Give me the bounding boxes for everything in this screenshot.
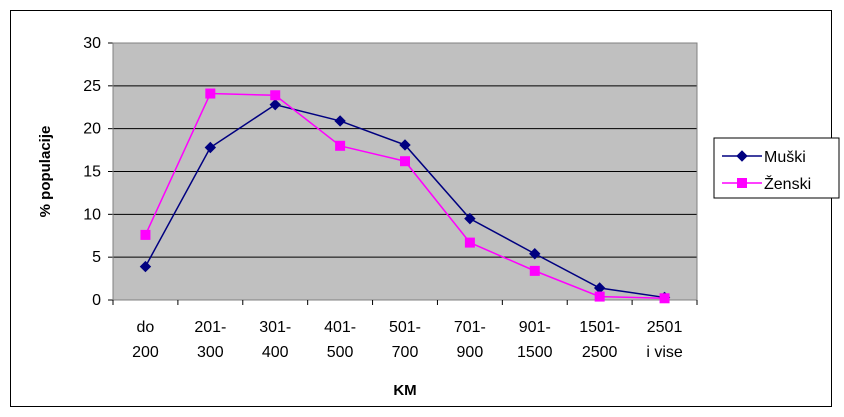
data-point-marker — [399, 139, 411, 151]
y-tick-label: 30 — [83, 35, 101, 52]
legend-label: Ženski — [764, 174, 811, 193]
legend-label: Muški — [764, 149, 806, 166]
x-tick-label: 500 — [327, 344, 354, 361]
x-tick-label: 201- — [194, 319, 226, 336]
x-tick-label: 1500 — [517, 344, 553, 361]
x-tick-label: do — [137, 319, 155, 336]
x-tick-label: 400 — [262, 344, 289, 361]
x-tick-label: 501- — [389, 319, 421, 336]
y-tick-labels: 0 5 10 15 20 25 30 — [83, 35, 101, 309]
series — [139, 88, 671, 304]
x-tick-label: i vise — [646, 344, 683, 361]
data-point-marker — [529, 265, 540, 276]
data-point-marker — [464, 237, 475, 248]
data-point-marker — [139, 260, 152, 273]
data-point-marker — [594, 291, 605, 302]
axes — [108, 42, 698, 305]
y-axis-title: % populacije — [37, 126, 54, 218]
x-axis-title: KM — [393, 382, 416, 399]
x-tick-label: 1501- — [579, 319, 620, 336]
plot-border — [112, 42, 698, 301]
series-zenski — [140, 88, 670, 304]
x-tick-labels: do 200 201- 300 301- 400 401- 500 501- 700 701- 900… — [132, 319, 683, 361]
x-tick-label: 300 — [197, 344, 224, 361]
data-point-marker — [464, 212, 476, 225]
x-tick-label: 401- — [324, 319, 356, 336]
x-tick-label: 900 — [457, 344, 484, 361]
data-point-marker — [334, 115, 346, 127]
data-point-marker — [529, 248, 541, 260]
legend-item: Muški — [722, 149, 806, 166]
x-tick-label: 901- — [519, 319, 551, 336]
data-point-marker — [400, 156, 410, 167]
data-point-marker — [269, 98, 281, 111]
legend-box — [713, 137, 840, 199]
y-tick-label: 10 — [83, 206, 101, 223]
x-tick-label: 200 — [132, 344, 159, 361]
data-point-marker — [737, 178, 747, 188]
y-tick-label: 0 — [92, 292, 101, 309]
x-tick-label: 700 — [392, 344, 419, 361]
y-tick-label: 20 — [83, 121, 101, 138]
legend-item: Ženski — [722, 174, 811, 193]
data-point-marker — [140, 229, 151, 240]
legend: Muški Ženski — [713, 137, 840, 199]
data-point-marker — [205, 88, 216, 99]
y-tick-label: 25 — [83, 78, 101, 95]
y-tick-label: 15 — [83, 164, 101, 181]
y-tick-label: 5 — [92, 249, 101, 266]
x-tick-label: 701- — [454, 319, 486, 336]
data-point-marker — [204, 141, 217, 154]
data-point-marker — [659, 293, 670, 304]
x-tick-label: 301- — [259, 319, 291, 336]
data-point-marker — [335, 140, 346, 151]
x-tick-label: 2501 — [647, 319, 683, 336]
data-point-marker — [270, 90, 281, 101]
data-point-marker — [736, 150, 748, 162]
x-tick-label: 2500 — [582, 344, 618, 361]
